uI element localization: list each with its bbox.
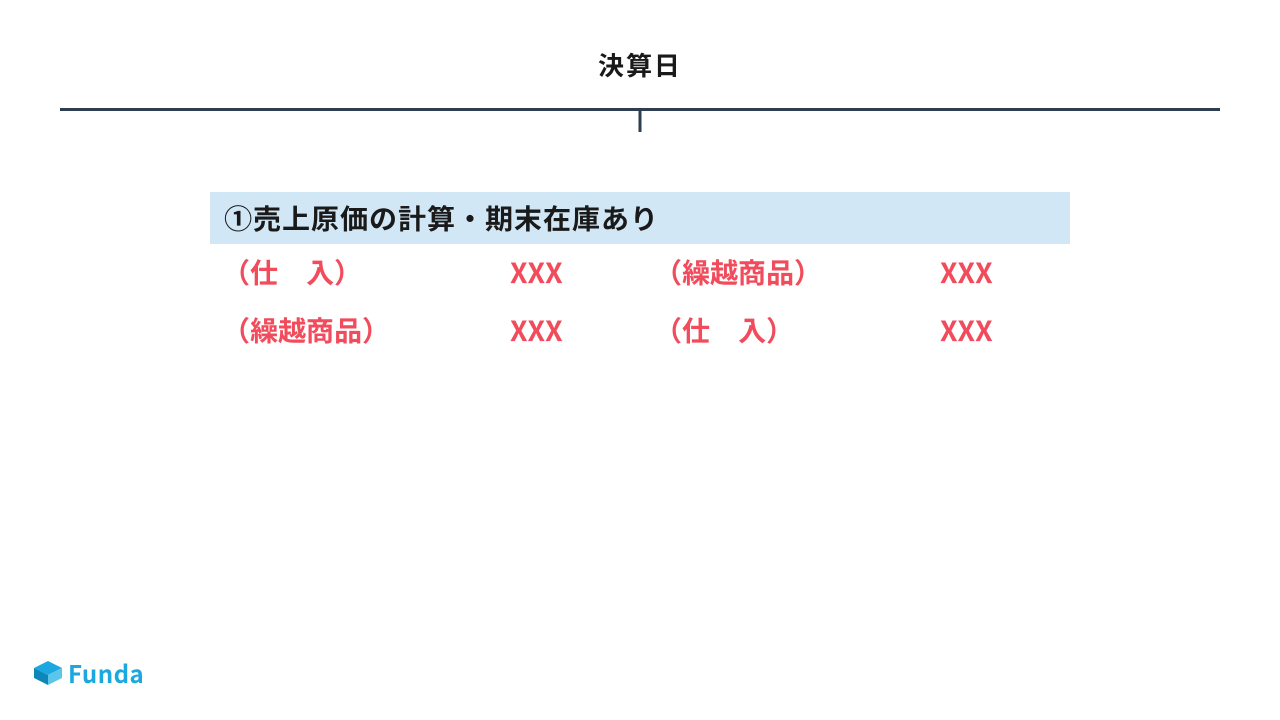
page-title: 決算日 (598, 46, 682, 83)
funda-icon (34, 661, 62, 685)
debit-account: （繰越商品） (210, 310, 510, 350)
timeline-tick (639, 108, 642, 132)
credit-account: （仕 入） (630, 310, 940, 350)
entry-row: （仕 入） XXX （繰越商品） XXX (210, 252, 1070, 292)
debit-account: （仕 入） (210, 252, 510, 292)
debit-amount: XXX (510, 310, 630, 350)
entry-row: （繰越商品） XXX （仕 入） XXX (210, 310, 1070, 350)
brand-name: Funda (68, 655, 144, 690)
credit-amount: XXX (940, 252, 1060, 292)
entries-table: （仕 入） XXX （繰越商品） XXX （繰越商品） XXX （仕 入） XX… (210, 252, 1070, 368)
credit-account: （繰越商品） (630, 252, 940, 292)
section-header: ①売上原価の計算・期末在庫あり (210, 192, 1070, 244)
debit-amount: XXX (510, 252, 630, 292)
brand-logo: Funda (34, 655, 144, 690)
credit-amount: XXX (940, 310, 1060, 350)
